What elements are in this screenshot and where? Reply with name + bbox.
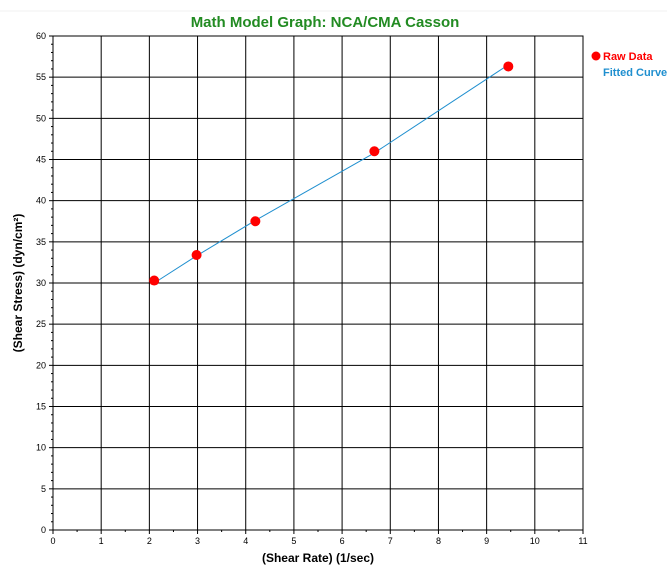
legend-fit-label: Fitted Curve — [603, 67, 667, 79]
x-tick-label: 9 — [484, 536, 489, 546]
x-tick-label: 5 — [291, 536, 296, 546]
x-tick-label: 11 — [578, 536, 587, 546]
y-tick-label: 25 — [36, 319, 46, 329]
y-tick-label: 0 — [41, 525, 46, 535]
raw-data-point — [191, 250, 202, 261]
raw-data-point — [250, 216, 261, 227]
x-tick-label: 1 — [99, 536, 104, 546]
y-tick-label: 55 — [36, 72, 46, 82]
raw-data-point — [503, 61, 514, 72]
x-tick-label: 0 — [50, 536, 55, 546]
raw-data-point — [149, 275, 160, 286]
y-tick-label: 5 — [41, 484, 46, 494]
y-tick-label: 15 — [36, 402, 46, 412]
x-tick-label: 2 — [147, 536, 152, 546]
y-axis-label: (Shear Stress) (dyn/cm²) — [11, 214, 25, 353]
legend: Raw Data Fitted Curve — [591, 51, 667, 79]
x-tick-label: 10 — [530, 536, 540, 546]
y-tick-label: 45 — [36, 155, 46, 165]
grid — [53, 36, 583, 530]
fitted-curve-line — [153, 64, 509, 284]
raw-data-points — [149, 61, 514, 286]
x-axis-label: (Shear Rate) (1/sec) — [262, 551, 374, 565]
y-tick-label: 60 — [36, 31, 46, 41]
x-tick-label: 7 — [388, 536, 393, 546]
legend-raw-label: Raw Data — [603, 51, 653, 63]
y-tick-label: 40 — [36, 196, 46, 206]
x-tick-label: 3 — [195, 536, 200, 546]
y-tick-label: 30 — [36, 278, 46, 288]
fitted-curve — [153, 64, 509, 284]
x-tick-label: 8 — [436, 536, 441, 546]
y-tick-label: 10 — [36, 443, 46, 453]
y-tick-label: 20 — [36, 360, 46, 370]
y-tick-label: 35 — [36, 237, 46, 247]
x-tick-label: 6 — [340, 536, 345, 546]
chart-title: Math Model Graph: NCA/CMA Casson — [191, 14, 460, 31]
legend-raw-marker — [591, 51, 601, 61]
raw-data-point — [369, 146, 380, 157]
y-tick-label: 50 — [36, 113, 46, 123]
x-tick-label: 4 — [243, 536, 248, 546]
